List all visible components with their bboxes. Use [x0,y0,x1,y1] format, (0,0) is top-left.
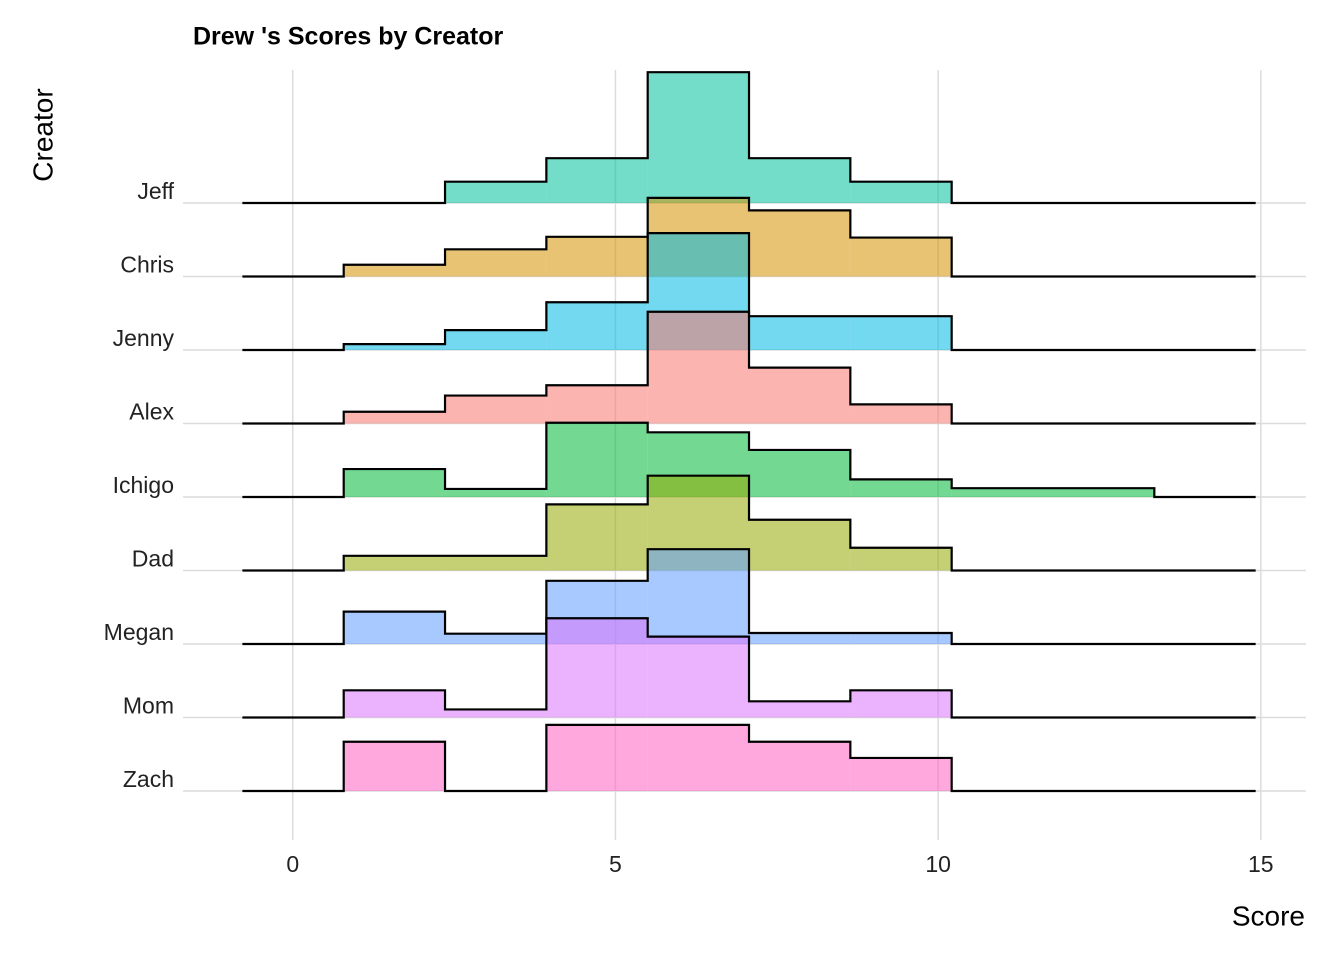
bar [749,701,851,718]
bar [445,330,547,350]
bar [546,724,648,791]
ridge-outline [242,310,1256,425]
bar [445,249,547,277]
bar [445,555,547,571]
bar [445,633,547,644]
y-tick-label: Jenny [113,325,175,351]
ridge-outline [242,723,1256,793]
x-tick-label: 0 [286,851,299,877]
bar [647,72,750,203]
chart-title: Drew 's Scores by Creator [193,23,504,51]
bar [343,611,446,644]
bar [850,479,952,497]
x-tick-label: 5 [609,851,622,877]
ridge-outline [242,421,1256,499]
bar [850,316,952,350]
bar [546,385,648,424]
bar [749,632,851,644]
y-tick-label: Jeff [137,178,174,204]
ridge-outline [242,617,1256,719]
bar [850,237,952,277]
bar [850,547,952,571]
y-tick-label: Chris [120,252,174,278]
bar [546,618,648,718]
bar [647,724,750,791]
bar [850,181,952,203]
ridge-outline [242,196,1256,278]
bar [951,488,1054,497]
y-tick-label: Dad [132,546,174,572]
bar [850,757,952,791]
bar [1053,488,1155,497]
bar [546,236,648,277]
bar [749,367,851,424]
bar [343,469,446,497]
bar [445,488,547,497]
bar [343,690,446,718]
ridge-outline [242,548,1256,646]
x-axis-title: Score [1232,900,1305,931]
bar [749,741,851,791]
y-axis-title: Creator [27,88,58,181]
bar [343,411,446,424]
bar [343,264,446,277]
y-tick-label: Zach [123,766,174,792]
bar [749,158,851,203]
bar [647,311,750,424]
bar [647,636,750,718]
bar [850,632,952,644]
bar [749,519,851,571]
bar [749,449,851,497]
y-tick-label: Ichigo [113,472,174,498]
bar [445,181,547,203]
bar [343,344,446,350]
bar [343,741,446,791]
bar [445,395,547,424]
bar [445,709,547,718]
ridge-outline [242,474,1256,572]
bar [749,316,851,350]
ridge-outline [242,232,1256,352]
y-tick-label: Mom [123,693,174,719]
bar [850,404,952,424]
bar [850,690,952,718]
ridge-outline [242,71,1256,205]
y-tick-label: Alex [129,399,174,425]
y-tick-label: Megan [104,619,174,645]
bar [546,504,648,571]
x-tick-label: 15 [1248,851,1274,877]
bar [546,422,648,497]
x-tick-label: 10 [925,851,951,877]
bar [546,302,648,350]
bar [343,555,446,571]
bar [749,210,851,277]
bar [546,158,648,203]
bar [647,549,750,644]
